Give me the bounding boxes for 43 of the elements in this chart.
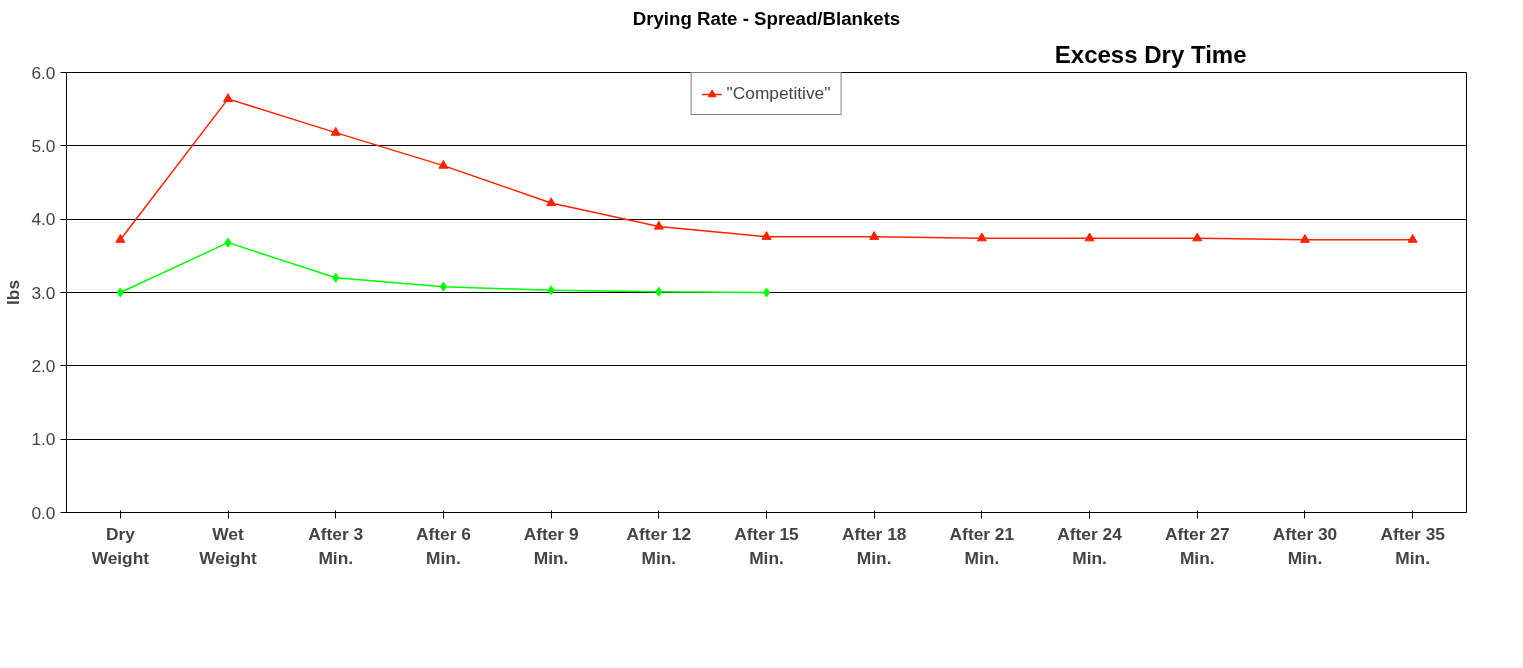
point — [438, 159, 449, 169]
x-tick-label: After 21 Min. — [949, 523, 1015, 568]
point — [115, 234, 126, 243]
y-tick-label: 4.0 — [31, 209, 56, 230]
x-tick-label: After 15 Min. — [734, 523, 800, 568]
point — [655, 286, 663, 297]
x-tick-label: After 18 Min. — [841, 523, 907, 568]
y-tick-label: 3.0 — [31, 282, 56, 303]
point — [330, 126, 341, 136]
point — [116, 287, 124, 298]
point — [1407, 234, 1418, 243]
point — [547, 285, 555, 296]
legend-label: "Competitive" — [726, 83, 831, 104]
point — [653, 220, 664, 230]
x-tick-label: Dry Weight — [91, 523, 150, 568]
x-tick-label: After 9 Min. — [523, 523, 579, 568]
text: Excess Dry Time — [1054, 40, 1247, 68]
point — [761, 231, 772, 240]
x-tick-label: Wet Weight — [199, 523, 257, 568]
point — [546, 197, 557, 207]
point — [869, 231, 880, 240]
x-tick-label: After 3 Min. — [308, 523, 364, 568]
x-tick-label: After 27 Min. — [1165, 523, 1230, 568]
x-tick-label: After 35 Min. — [1380, 523, 1446, 568]
point — [1084, 232, 1095, 242]
point — [439, 281, 447, 292]
y-tick-label: 1.0 — [31, 429, 56, 450]
y-tick-label: 0.0 — [31, 502, 56, 523]
point — [1299, 234, 1310, 243]
x-tick-label: After 30 Min. — [1272, 523, 1338, 568]
x-tick-label: After 6 Min. — [415, 523, 472, 568]
x-tick-label: After 24 Min. — [1057, 523, 1123, 568]
point — [223, 93, 234, 102]
point — [332, 272, 340, 283]
chart-title: Drying Rate - Spread/Blankets — [632, 7, 901, 29]
point — [224, 237, 232, 248]
y-tick-label: 5.0 — [31, 135, 56, 156]
y-axis-title: lbs — [3, 279, 24, 306]
point — [1192, 232, 1203, 242]
y-tick-label: 2.0 — [31, 355, 56, 376]
point — [976, 232, 987, 242]
y-tick-label: 6.0 — [31, 62, 56, 83]
x-tick-label: After 12 Min. — [626, 523, 692, 568]
